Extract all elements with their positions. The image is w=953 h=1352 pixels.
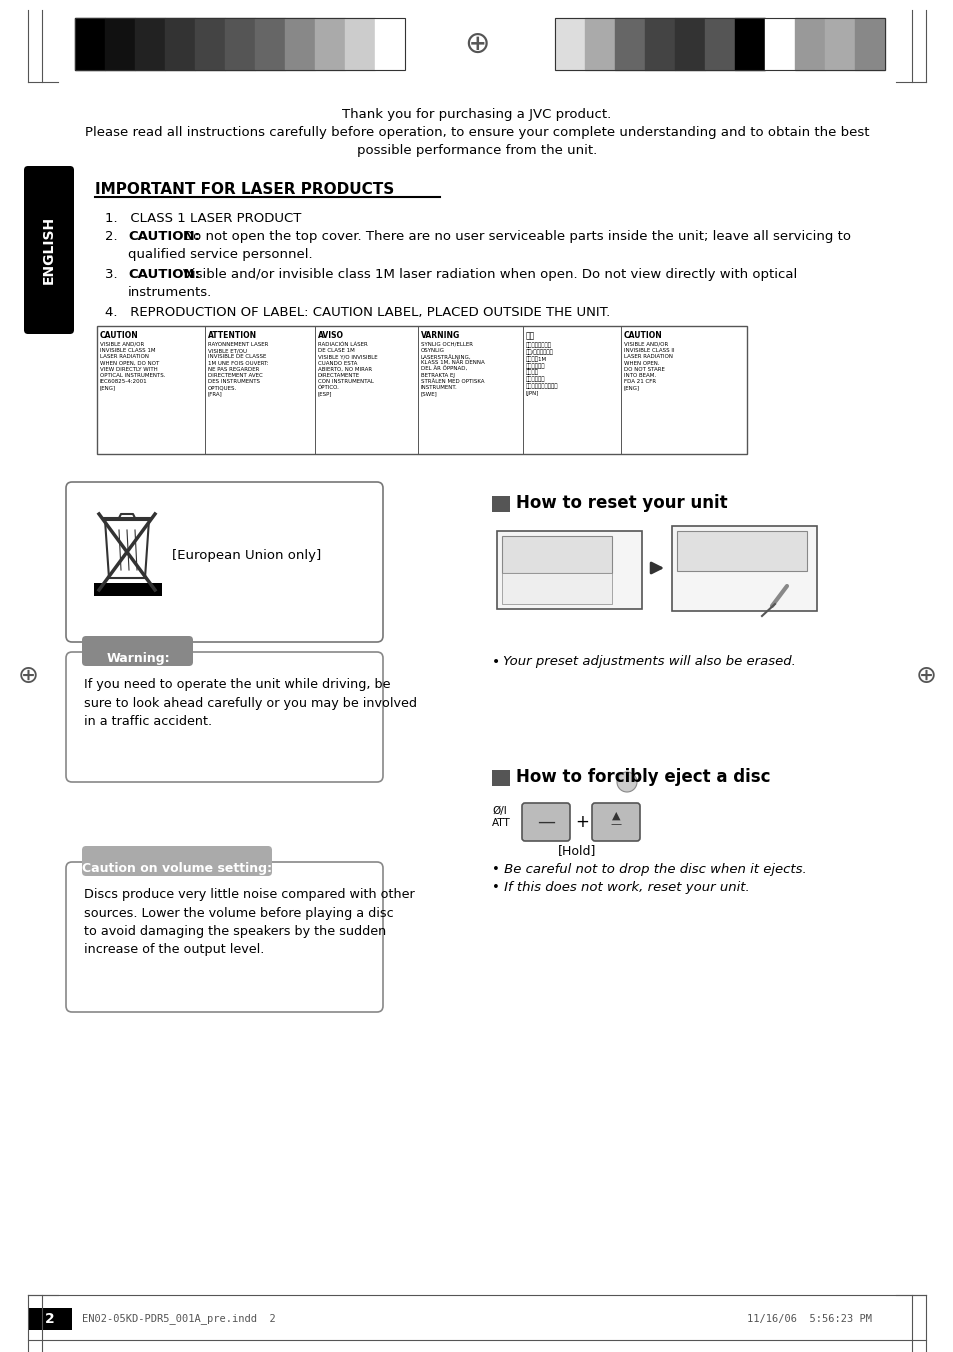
Text: How to reset your unit: How to reset your unit <box>516 493 727 512</box>
Text: EN02-05KD-PDR5_001A_pre.indd  2: EN02-05KD-PDR5_001A_pre.indd 2 <box>82 1314 275 1325</box>
Text: ⊕: ⊕ <box>464 30 489 58</box>
Bar <box>492 496 510 512</box>
Text: possible performance from the unit.: possible performance from the unit. <box>356 145 597 157</box>
Text: If you need to operate the unit while driving, be
sure to look ahead carefully o: If you need to operate the unit while dr… <box>84 677 416 727</box>
Text: 2: 2 <box>45 1311 55 1326</box>
FancyBboxPatch shape <box>66 483 382 642</box>
Text: ⊕: ⊕ <box>915 664 936 688</box>
Text: CAUTION: CAUTION <box>100 331 138 339</box>
Text: Warning:: Warning: <box>106 652 170 665</box>
Bar <box>285 18 314 70</box>
Bar <box>824 18 854 70</box>
Bar <box>854 18 884 70</box>
Text: SYNLIG OCH/ELLER
OSYNLIG
LASERSTRÅLNING,
KLASS 1M, NÄR DENNA
DEL ÄR ÖPPNAD,
BETR: SYNLIG OCH/ELLER OSYNLIG LASERSTRÅLNING,… <box>420 342 484 396</box>
Text: VISIBLE AND/OR
INVISIBLE CLASS II
LASER RADIATION
WHEN OPEN.
DO NOT STARE
INTO B: VISIBLE AND/OR INVISIBLE CLASS II LASER … <box>623 342 674 391</box>
FancyBboxPatch shape <box>82 846 272 876</box>
Text: ⊕: ⊕ <box>17 664 38 688</box>
FancyBboxPatch shape <box>66 863 382 1013</box>
Bar <box>644 18 675 70</box>
Bar <box>555 18 584 70</box>
Text: ATTENTION: ATTENTION <box>208 331 257 339</box>
Text: VARNING: VARNING <box>420 331 459 339</box>
Text: 注意: 注意 <box>525 331 535 339</box>
Circle shape <box>617 772 637 792</box>
Text: •: • <box>492 654 504 669</box>
Bar <box>75 18 105 70</box>
Bar <box>314 18 345 70</box>
Text: ▲
—: ▲ — <box>610 811 621 829</box>
Bar <box>677 531 806 571</box>
FancyBboxPatch shape <box>24 166 74 334</box>
Bar <box>135 18 165 70</box>
Bar <box>675 18 704 70</box>
Text: Discs produce very little noise compared with other
sources. Lower the volume be: Discs produce very little noise compared… <box>84 888 415 956</box>
Bar <box>501 573 612 604</box>
Text: Thank you for purchasing a JVC product.: Thank you for purchasing a JVC product. <box>342 108 611 120</box>
FancyBboxPatch shape <box>592 803 639 841</box>
Bar <box>375 18 405 70</box>
Text: —: — <box>537 813 555 831</box>
Text: 1.   CLASS 1 LASER PRODUCT: 1. CLASS 1 LASER PRODUCT <box>105 212 301 224</box>
Bar <box>75 18 405 70</box>
Text: ここを開くと可視
及び/または不可視
のクラス1M
レーザー光が
出ます。
光学機器で直
接視ないでください。
[JPN]: ここを開くと可視 及び/または不可視 のクラス1M レーザー光が 出ます。 光学… <box>525 342 558 396</box>
Bar <box>734 18 764 70</box>
Bar <box>165 18 194 70</box>
Bar <box>194 18 225 70</box>
Text: CAUTION:: CAUTION: <box>128 230 200 243</box>
Text: +: + <box>575 813 588 831</box>
Bar <box>497 531 641 608</box>
Bar <box>555 18 884 70</box>
Text: instruments.: instruments. <box>128 287 212 299</box>
Text: Ø/I
ATT: Ø/I ATT <box>492 806 510 827</box>
Bar <box>345 18 375 70</box>
Text: AVISO: AVISO <box>317 331 344 339</box>
Bar <box>671 526 816 611</box>
Text: 2.: 2. <box>105 230 126 243</box>
Text: 4.   REPRODUCTION OF LABEL: CAUTION LABEL, PLACED OUTSIDE THE UNIT.: 4. REPRODUCTION OF LABEL: CAUTION LABEL,… <box>105 306 610 319</box>
Bar <box>28 1307 71 1330</box>
Bar <box>105 18 135 70</box>
Text: Caution on volume setting:: Caution on volume setting: <box>82 863 272 875</box>
Text: • Be careful not to drop the disc when it ejects.: • Be careful not to drop the disc when i… <box>492 863 806 876</box>
Bar <box>794 18 824 70</box>
Text: Your preset adjustments will also be erased.: Your preset adjustments will also be era… <box>502 654 795 668</box>
Bar <box>492 771 510 786</box>
Text: qualified service personnel.: qualified service personnel. <box>128 247 313 261</box>
Text: 3.: 3. <box>105 268 126 281</box>
Bar <box>764 18 794 70</box>
Text: Do not open the top cover. There are no user serviceable parts inside the unit; : Do not open the top cover. There are no … <box>183 230 850 243</box>
Text: • If this does not work, reset your unit.: • If this does not work, reset your unit… <box>492 882 749 894</box>
FancyBboxPatch shape <box>66 652 382 781</box>
Text: 11/16/06  5:56:23 PM: 11/16/06 5:56:23 PM <box>746 1314 871 1324</box>
Text: Visible and/or invisible class 1M laser radiation when open. Do not view directl: Visible and/or invisible class 1M laser … <box>183 268 797 281</box>
Bar <box>615 18 644 70</box>
Text: RADIACIÓN LÁSER
DE CLASE 1M
VISIBLE Y/O INVISIBLE
CUANDO ESTA
ABIERTO, NO MIRAR
: RADIACIÓN LÁSER DE CLASE 1M VISIBLE Y/O … <box>317 342 377 396</box>
Bar <box>501 535 612 573</box>
Text: [Hold]: [Hold] <box>558 844 596 857</box>
FancyBboxPatch shape <box>521 803 569 841</box>
Text: Please read all instructions carefully before operation, to ensure your complete: Please read all instructions carefully b… <box>85 126 868 139</box>
FancyBboxPatch shape <box>82 635 193 667</box>
Text: VISIBLE AND/OR
INVISIBLE CLASS 1M
LASER RADIATION
WHEN OPEN, DO NOT
VIEW DIRECTL: VISIBLE AND/OR INVISIBLE CLASS 1M LASER … <box>100 342 165 391</box>
Text: IMPORTANT FOR LASER PRODUCTS: IMPORTANT FOR LASER PRODUCTS <box>95 183 394 197</box>
Bar <box>94 583 162 596</box>
Bar <box>584 18 615 70</box>
Text: [European Union only]: [European Union only] <box>172 549 321 562</box>
Text: CAUTION:: CAUTION: <box>128 268 200 281</box>
Text: How to forcibly eject a disc: How to forcibly eject a disc <box>516 768 770 786</box>
Bar <box>97 326 746 454</box>
Bar <box>704 18 734 70</box>
Text: ENGLISH: ENGLISH <box>42 216 56 284</box>
Text: RAYONNEMENT LASER
VISIBLE ET/OU
INVISIBLE DE CLASSE
1M UNE FOIS OUVERT:
NE PAS R: RAYONNEMENT LASER VISIBLE ET/OU INVISIBL… <box>208 342 269 396</box>
Bar <box>225 18 254 70</box>
Bar <box>254 18 285 70</box>
Text: CAUTION: CAUTION <box>623 331 662 339</box>
